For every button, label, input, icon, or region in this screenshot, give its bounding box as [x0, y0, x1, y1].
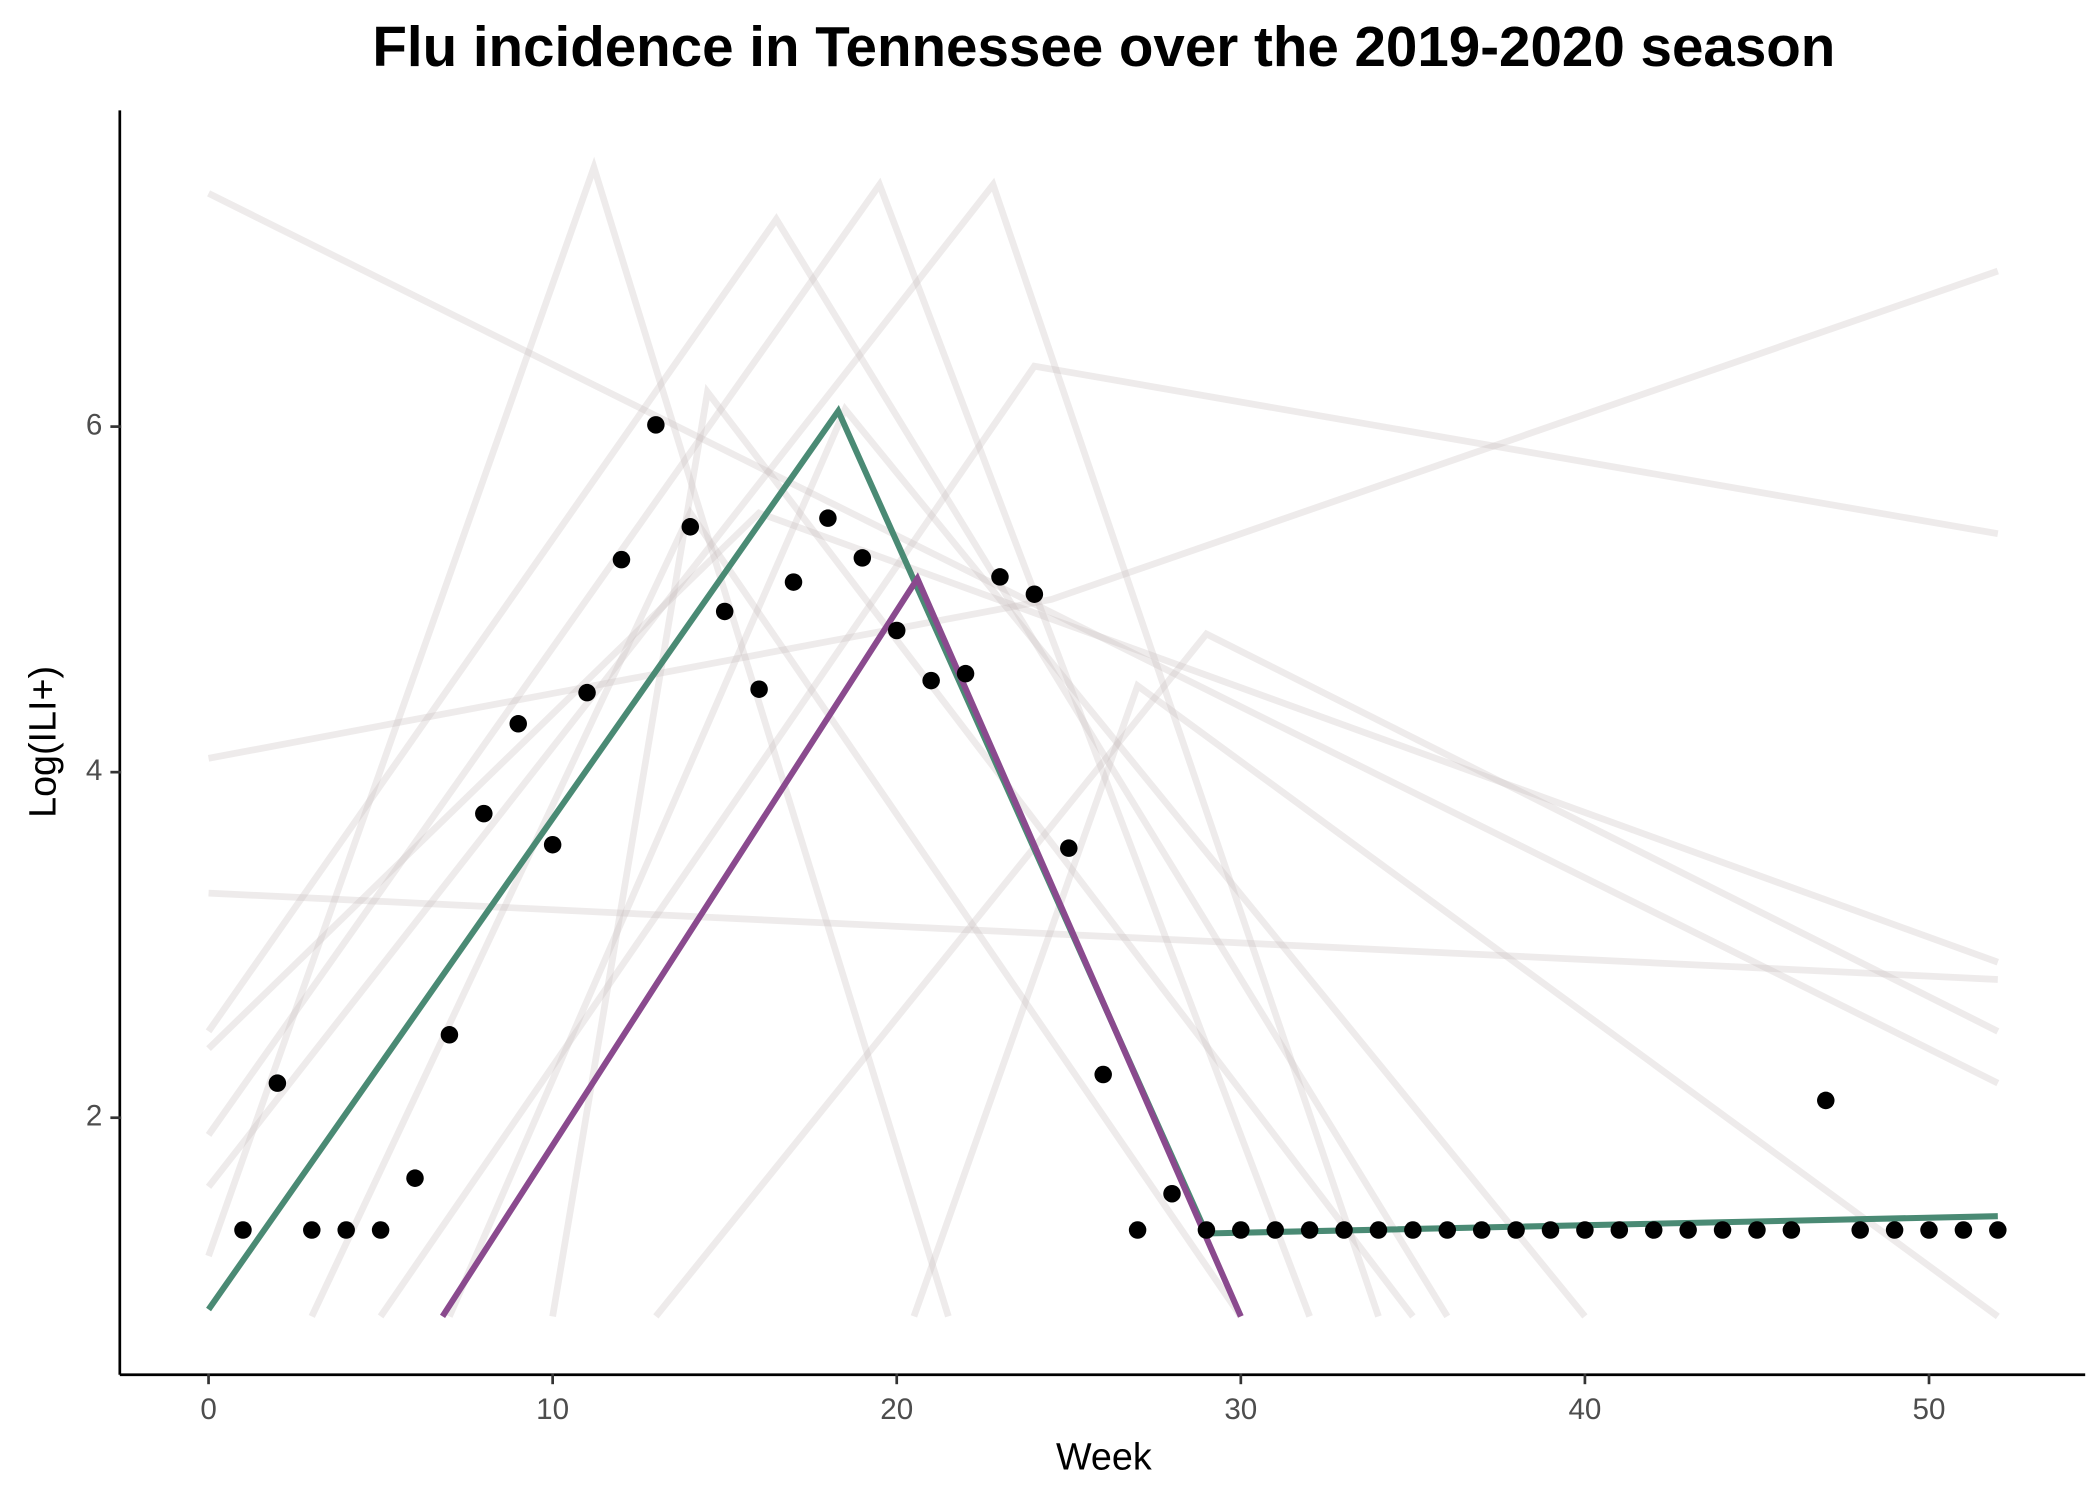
- data-point: [1025, 585, 1044, 603]
- background-line: [208, 889, 1998, 983]
- data-point: [1782, 1221, 1801, 1239]
- data-point: [1094, 1065, 1112, 1084]
- data-point: [1610, 1221, 1629, 1239]
- x-axis-label: Week: [1056, 1436, 1152, 1478]
- background-line: [206, 509, 1999, 1052]
- data-point: [1713, 1221, 1732, 1239]
- chart-title: Flu incidence in Tennessee over the 2019…: [372, 15, 1835, 78]
- data-point: [715, 602, 734, 621]
- data-point: [1851, 1221, 1869, 1239]
- data-point: [1920, 1221, 1938, 1239]
- data-point: [991, 568, 1009, 586]
- data-point: [1438, 1221, 1457, 1239]
- y-axis-label: Log(ILI+): [22, 666, 64, 818]
- x-tick-label: 0: [200, 1393, 216, 1426]
- data-point: [647, 416, 665, 434]
- data-point: [1232, 1221, 1250, 1239]
- background-line: [205, 156, 952, 1318]
- data-point: [750, 680, 768, 698]
- data-point: [475, 804, 493, 823]
- data-point: [1644, 1221, 1663, 1239]
- background-line: [207, 190, 2000, 1087]
- data-point: [234, 1221, 252, 1239]
- background-line: [653, 629, 2000, 1319]
- data-point: [1163, 1184, 1181, 1203]
- data-point: [1300, 1221, 1319, 1239]
- data-point: [1369, 1221, 1388, 1239]
- fit-line: [439, 572, 1244, 1319]
- x-tick-label: 30: [1224, 1393, 1257, 1426]
- data-point: [1989, 1221, 2007, 1239]
- y-tick-label: 4: [86, 754, 102, 787]
- data-point: [1197, 1221, 1216, 1239]
- background-line: [446, 402, 1588, 1319]
- x-tick-label: 40: [1568, 1393, 1601, 1426]
- data-point: [303, 1221, 321, 1239]
- data-point: [1679, 1221, 1697, 1239]
- data-point: [1128, 1221, 1147, 1239]
- data-point: [1060, 839, 1078, 857]
- data-point: [1576, 1221, 1594, 1239]
- data-point: [406, 1169, 424, 1187]
- data-point: [922, 671, 940, 690]
- data-point: [509, 715, 527, 733]
- data-point: [1954, 1221, 1973, 1239]
- y-tick-label: 6: [86, 408, 102, 441]
- data-point: [853, 549, 872, 567]
- data-point: [1748, 1221, 1766, 1239]
- data-point: [371, 1221, 390, 1239]
- data-point: [1885, 1221, 1904, 1239]
- data-point: [1507, 1221, 1525, 1239]
- data-point: [1266, 1221, 1284, 1239]
- data-point: [1472, 1221, 1491, 1239]
- data-point: [337, 1221, 355, 1239]
- background-line: [205, 177, 1313, 1318]
- data-point: [578, 683, 596, 702]
- data-point: [1335, 1221, 1353, 1239]
- data-point: [956, 664, 975, 683]
- data-point: [268, 1074, 287, 1092]
- data-point: [1817, 1091, 1835, 1110]
- data-point: [1404, 1221, 1422, 1239]
- background-line: [205, 213, 1451, 1319]
- data-point: [819, 509, 837, 527]
- data-point: [543, 835, 562, 854]
- background-line: [207, 267, 1999, 762]
- data-point: [1541, 1221, 1560, 1239]
- data-point: [612, 550, 631, 569]
- background-line: [205, 177, 1382, 1318]
- background-line: [377, 362, 1999, 1319]
- data-point: [784, 573, 803, 591]
- background-line: [910, 680, 2000, 1320]
- data-point: [887, 621, 906, 640]
- x-tick-label: 50: [1913, 1393, 1946, 1426]
- x-tick-label: 10: [536, 1393, 569, 1426]
- data-point: [681, 518, 700, 536]
- background-line: [549, 383, 1416, 1319]
- y-tick-label: 2: [86, 1100, 102, 1133]
- x-tick-label: 20: [880, 1393, 913, 1426]
- data-point: [440, 1026, 459, 1044]
- background-line: [308, 506, 1244, 1319]
